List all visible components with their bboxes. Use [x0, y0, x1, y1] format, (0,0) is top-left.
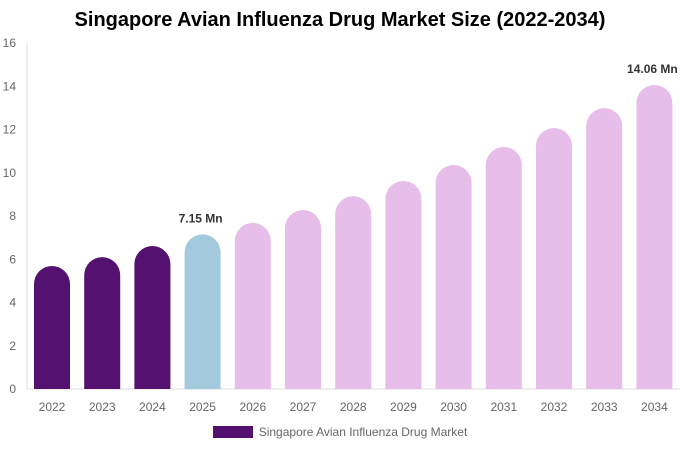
y-tick-label: 0: [9, 382, 16, 396]
data-label: 7.15 Mn: [179, 211, 223, 225]
data-label: 14.06 Mn: [627, 62, 678, 76]
x-tick-label: 2025: [189, 400, 216, 414]
bar-2029: [385, 180, 422, 389]
bar-2024: [134, 246, 171, 389]
x-tick-label: 2024: [139, 400, 166, 414]
x-tick-label: 2031: [490, 400, 517, 414]
x-tick-label: 2026: [239, 400, 266, 414]
x-tick-label: 2028: [340, 400, 367, 414]
y-tick-label: 14: [3, 79, 17, 93]
legend: Singapore Avian Influenza Drug Market: [0, 425, 680, 439]
x-tick-label: 2030: [440, 400, 467, 414]
x-tick-label: 2022: [39, 400, 66, 414]
chart-title: Singapore Avian Influenza Drug Market Si…: [74, 9, 606, 31]
bar-2033: [586, 108, 623, 389]
bar-2028: [335, 196, 372, 389]
y-tick-label: 6: [9, 252, 16, 266]
legend-swatch: [212, 426, 253, 438]
legend-label: Singapore Avian Influenza Drug Market: [258, 425, 468, 439]
bar-2031: [485, 147, 522, 389]
bar-2030: [435, 164, 472, 389]
y-tick-label: 4: [9, 296, 16, 310]
y-tick-label: 8: [9, 209, 16, 223]
x-tick-label: 2027: [290, 400, 317, 414]
bar-2025: [184, 234, 221, 389]
x-tick-label: 2034: [641, 400, 668, 414]
x-tick-label: 2029: [390, 400, 417, 414]
bar-2022: [34, 265, 70, 389]
bar-2023: [84, 257, 121, 389]
x-tick-label: 2032: [541, 400, 568, 414]
y-tick-label: 16: [3, 36, 17, 50]
y-tick-label: 2: [9, 339, 16, 353]
y-tick-label: 10: [3, 166, 17, 180]
bar-2026: [234, 222, 271, 389]
bar-2032: [536, 127, 572, 389]
bar-2027: [285, 209, 321, 389]
bar-2034: [636, 84, 673, 389]
y-tick-label: 12: [3, 123, 17, 137]
x-tick-label: 2023: [89, 400, 116, 414]
x-tick-label: 2033: [591, 400, 618, 414]
